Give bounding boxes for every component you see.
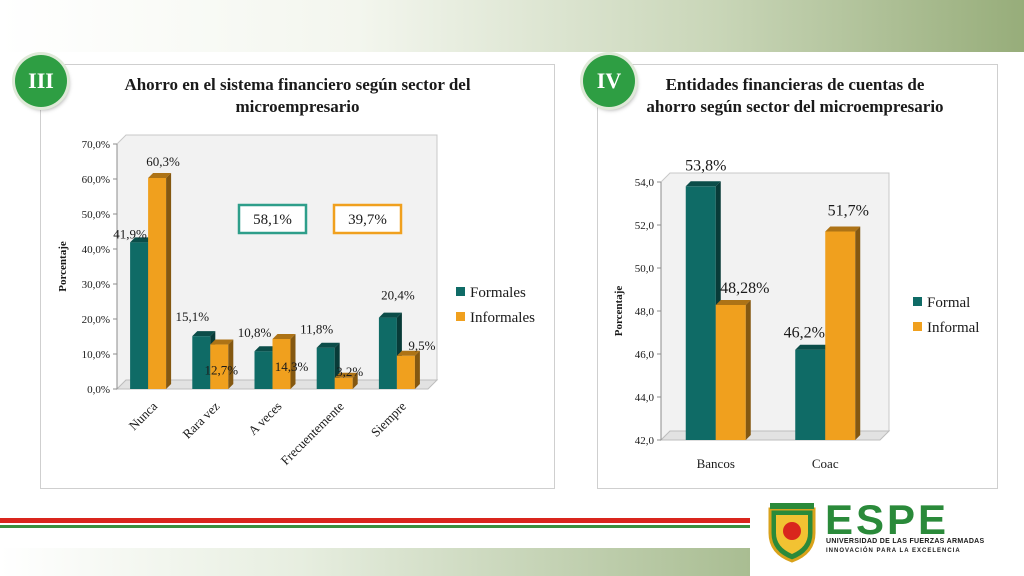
left-bar-formales-1 xyxy=(192,336,211,389)
summary-box-formal-label: 58,1% xyxy=(253,212,292,228)
left-bar-top xyxy=(130,237,154,243)
right-y-tick-label: 52,0 xyxy=(635,220,655,232)
right-y-tick-label: 46,0 xyxy=(635,349,655,361)
left-bar-top xyxy=(334,372,358,378)
right-bar-top xyxy=(825,226,861,232)
right-bar-informal-0 xyxy=(715,304,746,440)
left-bar-informales-2 xyxy=(272,338,291,389)
left-y-tick-label: 60,0% xyxy=(82,174,110,186)
summary-box-informal xyxy=(332,203,403,235)
right-legend-swatch-informal xyxy=(913,322,922,331)
right-data-label: 48,28% xyxy=(720,280,769,297)
left-category-label: Nunca xyxy=(126,398,161,433)
shield-icon xyxy=(768,503,816,563)
left-bar-top xyxy=(396,350,420,356)
summary-box-informal-label: 39,7% xyxy=(348,212,387,228)
left-legend-label: Informales xyxy=(470,310,535,326)
left-y-tick-label: 70,0% xyxy=(82,139,110,151)
left-category-label: A veces xyxy=(245,399,284,438)
left-y-tick-label: 0,0% xyxy=(87,384,110,396)
left-category-label: Frecuentemente xyxy=(278,398,347,467)
left-bar-top xyxy=(272,333,296,339)
left-bar-formales-2 xyxy=(254,351,273,389)
footer-stripes xyxy=(0,518,750,528)
section-badge-right: IV xyxy=(583,55,635,107)
right-legend-swatch-formal xyxy=(913,297,922,306)
left-y-tick-label: 50,0% xyxy=(82,209,110,221)
right-bar-side xyxy=(855,226,861,440)
left-bar-side xyxy=(352,372,358,389)
left-y-tick-label: 40,0% xyxy=(82,244,110,256)
left-bar-top xyxy=(254,346,278,352)
left-bar-side xyxy=(228,339,234,389)
left-legend-label: Formales xyxy=(470,285,526,301)
right-bar-top xyxy=(715,299,751,305)
espe-tagline: INNOVACIÓN PARA LA EXCELENCIA xyxy=(826,548,961,554)
chart-title-left: Ahorro en el sistema financiero según se… xyxy=(124,75,471,116)
right-y-tick-label: 50,0 xyxy=(635,263,655,275)
left-bar-informales-1 xyxy=(210,344,229,389)
right-bar-informal-1 xyxy=(825,231,856,440)
right-y-tick-label: 48,0 xyxy=(635,306,655,318)
left-data-label: 15,1% xyxy=(176,309,210,324)
right-y-tick-label: 44,0 xyxy=(635,392,655,404)
right-category-label: Bancos xyxy=(697,456,735,471)
left-bar-side xyxy=(166,172,172,389)
left-bar-formales-3 xyxy=(316,347,335,389)
left-bar-informales-3 xyxy=(334,377,353,389)
right-data-label: 53,8% xyxy=(685,157,726,174)
left-bar-informales-4 xyxy=(396,355,415,389)
left-bar-formales-0 xyxy=(130,242,149,389)
right-bar-formal-0 xyxy=(685,186,716,440)
left-category-label: Siempre xyxy=(368,398,409,439)
left-legend-swatch-formales xyxy=(456,287,465,296)
left-y-tick-label: 10,0% xyxy=(82,349,110,361)
espe-university-name: UNIVERSIDAD DE LAS FUERZAS ARMADAS xyxy=(826,538,985,545)
summary-box-formal xyxy=(237,203,308,235)
left-data-label: 20,4% xyxy=(381,288,415,303)
right-legend-label: Formal xyxy=(927,295,970,311)
chart-title-right: Entidades financieras de cuentas de ahor… xyxy=(646,75,944,116)
top-banner xyxy=(0,0,1024,52)
left-bar-informales-0 xyxy=(148,177,167,389)
right-category-label: Coac xyxy=(812,456,839,471)
right-data-label: 51,7% xyxy=(828,202,869,219)
right-bar-top xyxy=(795,344,831,350)
left-data-label: 41,9% xyxy=(113,226,147,241)
left-data-label: 3,2% xyxy=(336,364,363,379)
left-data-label: 12,7% xyxy=(205,363,239,378)
left-data-label: 10,8% xyxy=(238,325,272,340)
left-y-tick-label: 30,0% xyxy=(82,279,110,291)
left-data-label: 14,3% xyxy=(275,359,309,374)
left-bar-top xyxy=(192,331,216,337)
espe-logo: ESPE UNIVERSIDAD DE LAS FUERZAS ARMADAS … xyxy=(760,495,1024,576)
left-data-label: 60,3% xyxy=(146,154,180,169)
right-legend-label: Informal xyxy=(927,320,979,336)
left-data-label: 11,8% xyxy=(300,322,333,337)
espe-wordmark: ESPE xyxy=(825,496,950,543)
left-y-axis-label: Porcentaje xyxy=(57,241,69,292)
left-data-label: 9,5% xyxy=(408,338,435,353)
left-y-tick-label: 20,0% xyxy=(82,314,110,326)
right-bar-side xyxy=(745,299,751,440)
right-y-tick-label: 54,0 xyxy=(635,177,655,189)
left-bar-top xyxy=(148,172,172,178)
right-data-label: 46,2% xyxy=(784,325,825,342)
right-y-tick-label: 42,0 xyxy=(635,435,655,447)
left-bar-top xyxy=(210,339,234,345)
right-y-axis-label: Porcentaje xyxy=(613,286,625,337)
left-legend-swatch-informales xyxy=(456,312,465,321)
left-bar-side xyxy=(414,350,420,389)
left-bar-side xyxy=(290,333,296,389)
right-bar-formal-1 xyxy=(795,349,826,440)
left-bar-top xyxy=(316,342,340,348)
left-bar-formales-4 xyxy=(378,317,397,389)
left-bar-top xyxy=(378,312,402,318)
right-bar-top xyxy=(685,181,721,187)
section-badge-left: III xyxy=(15,55,67,107)
left-category-label: Rara vez xyxy=(179,398,222,441)
bottom-banner xyxy=(0,548,750,576)
